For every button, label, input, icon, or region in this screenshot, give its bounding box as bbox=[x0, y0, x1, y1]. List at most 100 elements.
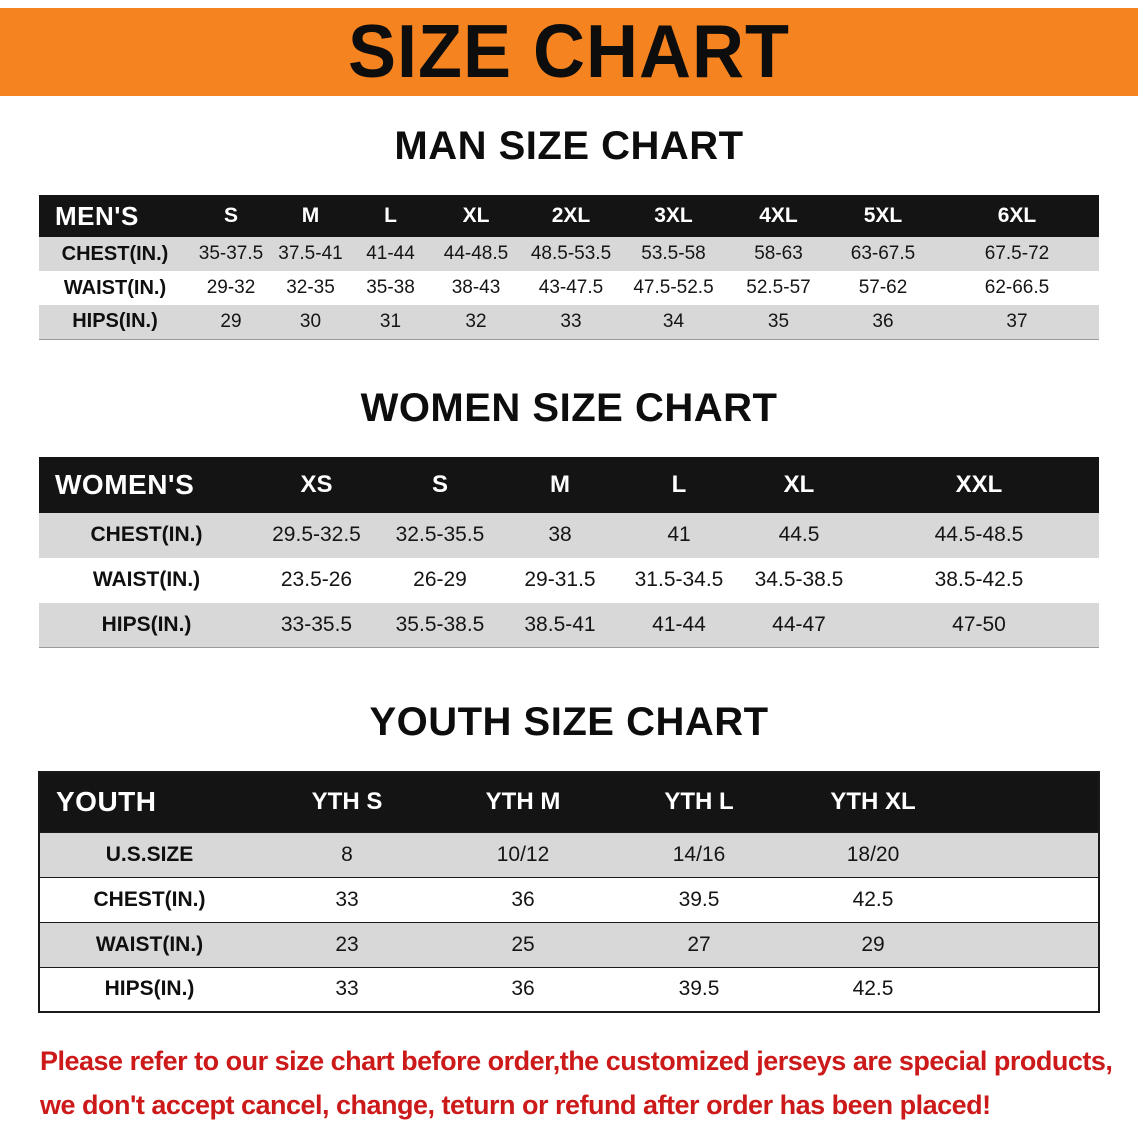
size-value-cell: 27 bbox=[611, 921, 787, 967]
size-value-cell: 14/16 bbox=[611, 831, 787, 877]
size-column-header: YTH M bbox=[435, 772, 611, 832]
disclaimer-line-1: Please refer to our size chart before or… bbox=[40, 1046, 1113, 1076]
size-value-cell: 67.5-72 bbox=[935, 237, 1099, 271]
size-value-cell: 44.5 bbox=[739, 512, 859, 558]
size-column-header: 4XL bbox=[726, 195, 831, 237]
size-value-cell: 38 bbox=[501, 512, 619, 558]
size-value-cell: 43-47.5 bbox=[538, 277, 604, 298]
size-value-cell: 62-66.5 bbox=[984, 277, 1050, 298]
size-column-header: L bbox=[350, 195, 431, 237]
men-section-title: MAN SIZE CHART bbox=[394, 124, 744, 168]
size-value-cell: 8 bbox=[259, 831, 435, 877]
youth-header-row: YOUTH YTH S YTH M YTH L YTH XL bbox=[39, 772, 1099, 832]
measurement-row-label: CHEST(IN.) bbox=[39, 512, 254, 558]
size-value-cell: 30 bbox=[271, 305, 350, 339]
size-chart-banner: SIZE CHART bbox=[0, 8, 1138, 96]
size-column-header: XXL bbox=[859, 456, 1099, 513]
size-column-header: S bbox=[191, 195, 271, 237]
youth-chest-row: CHEST(IN.) 33 36 39.5 42.5 bbox=[39, 876, 1099, 922]
size-value-cell: 42.5 bbox=[787, 876, 959, 922]
size-value-cell: 44.5-48.5 bbox=[859, 512, 1099, 558]
youth-hips-row: HIPS(IN.) 33 36 39.5 42.5 bbox=[39, 966, 1099, 1012]
youth-size-table: YOUTH YTH S YTH M YTH L YTH XL U.S.SIZE … bbox=[38, 771, 1100, 1013]
size-value-cell: 38.5-41 bbox=[501, 602, 619, 648]
size-column-header: YTH S bbox=[259, 772, 435, 832]
size-value-cell: 35-38 bbox=[366, 277, 415, 298]
men-header-row: MEN'S S M L XL 2XL 3XL 4XL 5XL 6XL bbox=[39, 195, 1099, 237]
size-value-cell: 34 bbox=[621, 305, 726, 339]
youth-ussize-row: U.S.SIZE 8 10/12 14/16 18/20 bbox=[39, 831, 1099, 877]
size-value-cell: 35.5-38.5 bbox=[379, 602, 501, 648]
size-value-cell: 37 bbox=[935, 305, 1099, 339]
measurement-row-label: HIPS(IN.) bbox=[39, 602, 254, 648]
measurement-row-label: HIPS(IN.) bbox=[39, 966, 259, 1012]
size-value-cell: 41-44 bbox=[350, 237, 431, 271]
size-column-header: 6XL bbox=[935, 195, 1099, 237]
women-size-table: WOMEN'S XS S M L XL XXL CHEST(IN.) 29.5-… bbox=[39, 456, 1099, 648]
size-value-cell: 29 bbox=[787, 921, 959, 967]
size-value-cell: 53.5-58 bbox=[621, 237, 726, 271]
size-value-cell: 44-48.5 bbox=[431, 237, 521, 271]
size-value-cell: 42.5 bbox=[787, 966, 959, 1012]
size-value-cell: 29.5-32.5 bbox=[254, 512, 379, 558]
size-value-cell: 41-44 bbox=[619, 602, 739, 648]
youth-corner-label: YOUTH bbox=[39, 772, 259, 832]
size-value-cell: 39.5 bbox=[611, 876, 787, 922]
men-waist-row: WAIST(IN.) 29-32 32-35 35-38 38-43 43-47… bbox=[39, 271, 1099, 305]
size-value-cell: 38.5-42.5 bbox=[934, 568, 1024, 591]
size-value-cell: 32-35 bbox=[286, 277, 335, 298]
size-value-cell: 35 bbox=[726, 305, 831, 339]
table-filler bbox=[959, 772, 1099, 832]
size-value-cell: 58-63 bbox=[726, 237, 831, 271]
size-value-cell: 48.5-53.5 bbox=[521, 237, 621, 271]
size-value-cell: 23.5-26 bbox=[280, 568, 353, 591]
measurement-row-label: WAIST(IN.) bbox=[63, 276, 167, 299]
women-corner-label: WOMEN'S bbox=[39, 456, 254, 513]
men-hips-row: HIPS(IN.) 29 30 31 32 33 34 35 36 37 bbox=[39, 305, 1099, 339]
women-chest-row: CHEST(IN.) 29.5-32.5 32.5-35.5 38 41 44.… bbox=[39, 512, 1099, 558]
size-value-cell: 18/20 bbox=[787, 831, 959, 877]
measurement-row-label: U.S.SIZE bbox=[39, 831, 259, 877]
size-value-cell: 41 bbox=[619, 512, 739, 558]
men-size-table: MEN'S S M L XL 2XL 3XL 4XL 5XL 6XL CHEST… bbox=[39, 195, 1099, 340]
table-filler bbox=[959, 831, 1099, 877]
table-filler bbox=[959, 876, 1099, 922]
size-value-cell: 52.5-57 bbox=[746, 277, 811, 298]
size-value-cell: 63-67.5 bbox=[831, 237, 935, 271]
measurement-row-label: HIPS(IN.) bbox=[39, 305, 191, 339]
size-value-cell: 31 bbox=[350, 305, 431, 339]
measurement-row-label: WAIST(IN.) bbox=[39, 921, 259, 967]
disclaimer-note: Please refer to our size chart before or… bbox=[40, 1039, 1138, 1127]
size-value-cell: 29-32 bbox=[206, 277, 256, 298]
size-value-cell: 29 bbox=[191, 305, 271, 339]
size-value-cell: 29-31.5 bbox=[524, 568, 596, 591]
women-waist-row: WAIST(IN.) 23.5-26 26-29 29-31.5 31.5-34… bbox=[39, 558, 1099, 603]
youth-waist-row: WAIST(IN.) 23 25 27 29 bbox=[39, 921, 1099, 967]
size-value-cell: 33 bbox=[521, 305, 621, 339]
size-value-cell: 26-29 bbox=[413, 568, 467, 591]
table-filler bbox=[959, 921, 1099, 967]
size-column-header: S bbox=[379, 456, 501, 513]
size-value-cell: 25 bbox=[435, 921, 611, 967]
size-column-header: XL bbox=[739, 456, 859, 513]
size-value-cell: 31.5-34.5 bbox=[634, 568, 724, 591]
size-column-header: 5XL bbox=[831, 195, 935, 237]
men-corner-label: MEN'S bbox=[39, 195, 191, 237]
youth-section-title: YOUTH SIZE CHART bbox=[369, 700, 769, 744]
size-value-cell: 33 bbox=[259, 966, 435, 1012]
size-value-cell: 36 bbox=[435, 876, 611, 922]
disclaimer-line-2: we don't accept cancel, change, teturn o… bbox=[40, 1090, 991, 1120]
size-value-cell: 23 bbox=[259, 921, 435, 967]
size-value-cell: 10/12 bbox=[435, 831, 611, 877]
size-value-cell: 37.5-41 bbox=[271, 237, 350, 271]
size-value-cell: 35-37.5 bbox=[191, 237, 271, 271]
size-value-cell: 33 bbox=[259, 876, 435, 922]
size-column-header: 2XL bbox=[521, 195, 621, 237]
women-section-title: WOMEN SIZE CHART bbox=[360, 385, 778, 430]
size-column-header: YTH L bbox=[611, 772, 787, 832]
size-column-header: YTH XL bbox=[787, 772, 959, 832]
size-column-header: XL bbox=[431, 195, 521, 237]
table-filler bbox=[959, 966, 1099, 1012]
size-value-cell: 33-35.5 bbox=[254, 602, 379, 648]
size-value-cell: 44-47 bbox=[739, 602, 859, 648]
